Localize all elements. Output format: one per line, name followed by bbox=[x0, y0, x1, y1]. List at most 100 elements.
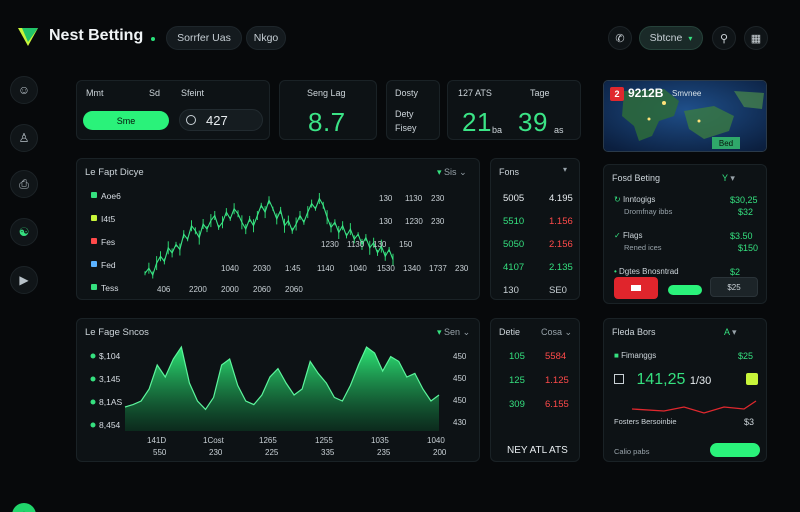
y-tick: 230 bbox=[431, 217, 445, 226]
map-button[interactable]: Bed bbox=[712, 137, 740, 149]
featured-row[interactable]: • Dgtes Bnosntrad bbox=[614, 267, 679, 276]
row-title: Inntogigs bbox=[622, 195, 656, 204]
odds-1-menu-icon[interactable]: ▾ bbox=[563, 165, 568, 174]
featured-red-button[interactable] bbox=[614, 277, 658, 299]
odds-value[interactable]: 5005 bbox=[503, 193, 525, 204]
odds-value[interactable]: 125 bbox=[509, 375, 525, 386]
top-bar: Nest Betting Sorrfer Uas Nkgo ✆ Sbtcne ▾… bbox=[0, 0, 800, 62]
sidebar-home-icon[interactable]: ☺ bbox=[10, 76, 38, 104]
chart-1-filter-label: Sis bbox=[444, 167, 457, 177]
sidebar-user-icon[interactable]: ♙ bbox=[10, 124, 38, 152]
y-tick: 1737 bbox=[429, 264, 447, 273]
x-tick: 1255 bbox=[315, 436, 333, 445]
y-tick: 130 bbox=[379, 217, 393, 226]
odds-price[interactable]: 5584 bbox=[545, 351, 567, 362]
chart-1-filter[interactable]: ▾ Sis ⌄ bbox=[437, 167, 467, 178]
chart-2-filter[interactable]: ▾ Sen ⌄ bbox=[437, 327, 470, 338]
legend-swatch bbox=[91, 238, 97, 244]
sidebar-ticket-icon[interactable]: ▶ bbox=[10, 266, 38, 294]
odds-2-filter[interactable]: Cosa ⌄ bbox=[541, 327, 572, 338]
chart-2-svg: $,104 3,145 8,1AS 8,454 450 450 450 430 141D 1Cos… bbox=[90, 345, 467, 457]
odds-price[interactable]: 2.135 bbox=[549, 262, 573, 273]
odds-2-title: Detie bbox=[499, 327, 521, 337]
legend-swatch bbox=[91, 192, 97, 198]
fleda-footer-button[interactable] bbox=[710, 443, 760, 457]
calendar-icon[interactable] bbox=[746, 373, 758, 385]
x-tick: 1:45 bbox=[285, 264, 301, 273]
x-tick-2: 2200 bbox=[189, 285, 207, 294]
sidebar-print-icon[interactable]: ⎙ bbox=[10, 170, 38, 198]
odds-value[interactable]: 5510 bbox=[503, 216, 525, 227]
stake-card: Mmt Sd Sfeint Sme 427 bbox=[76, 80, 270, 140]
chart-1-title: Le Fapt Dicye bbox=[85, 167, 144, 178]
odds-value[interactable]: 309 bbox=[509, 399, 525, 410]
x-tick: 2030 bbox=[253, 264, 271, 273]
odds-value[interactable]: 4107 bbox=[503, 262, 525, 273]
y-tick: 450 bbox=[453, 374, 467, 383]
stat-2-label: Seng Lag bbox=[307, 88, 346, 98]
y-tick: 1530 bbox=[377, 264, 395, 273]
x-tick: 1040 bbox=[221, 264, 239, 273]
odds-price[interactable]: 1.156 bbox=[549, 216, 573, 227]
featured-small-button[interactable]: $25 bbox=[710, 277, 758, 297]
y-tick: 130 bbox=[373, 240, 387, 249]
y-tick: 230 bbox=[455, 264, 469, 273]
featured-filter[interactable]: Y ▾ bbox=[722, 173, 735, 184]
nav-pill-3[interactable]: Sbtcne ▾ bbox=[639, 26, 703, 50]
box-icon bbox=[614, 374, 624, 384]
filter-icon: ▾ bbox=[437, 167, 442, 177]
map-title: 9212B bbox=[628, 86, 664, 100]
label-dot bbox=[90, 422, 96, 428]
y-tick: 450 bbox=[453, 396, 467, 405]
odds-price[interactable]: 1.125 bbox=[545, 375, 569, 386]
chart-2-filter-label: Sen bbox=[444, 327, 461, 337]
stake-label: Mmt bbox=[86, 88, 104, 98]
fleda-footer: Calio pabs bbox=[614, 447, 650, 456]
chevron-down-icon: ⌄ bbox=[459, 167, 467, 177]
stat-card-2: Seng Lag 8.7 bbox=[279, 80, 377, 140]
sidebar-wallet-icon[interactable]: ☯ bbox=[10, 218, 38, 246]
featured-green-button[interactable] bbox=[668, 285, 702, 295]
map-card[interactable]: 2 9212B Smvnee Bed bbox=[603, 80, 767, 152]
featured-row[interactable]: ✓ Flags bbox=[614, 231, 643, 240]
stat-2-value: 8.7 bbox=[308, 107, 346, 137]
sidebar: ☺ ♙ ⎙ ☯ ▶ + bbox=[0, 62, 48, 512]
x-tick: 1265 bbox=[259, 436, 277, 445]
stat-4-sub-2: as bbox=[554, 125, 564, 135]
area-label: 8,454 bbox=[99, 420, 121, 430]
stat-4-b: Tage bbox=[530, 88, 550, 98]
stake-input[interactable]: 427 bbox=[179, 109, 263, 131]
row-value-2: $32 bbox=[738, 207, 754, 217]
odds-price[interactable]: 4.195 bbox=[549, 193, 573, 204]
x-tick-2: 225 bbox=[265, 448, 279, 457]
odds-price[interactable]: 6.155 bbox=[545, 399, 569, 410]
odds-value[interactable]: 130 bbox=[503, 285, 519, 296]
grid-menu-icon[interactable]: ▦ bbox=[744, 26, 768, 50]
legend-label: Fes bbox=[101, 237, 115, 247]
odds-value[interactable]: 105 bbox=[509, 351, 525, 362]
nav-pill-3-label: Sbtcne bbox=[649, 32, 683, 44]
nav-pill-1[interactable]: Sorrfer Uas bbox=[166, 26, 242, 50]
odds-price[interactable]: SE0 bbox=[549, 285, 567, 296]
add-button[interactable]: + bbox=[12, 503, 36, 512]
search-icon[interactable]: ⚲ bbox=[712, 26, 736, 50]
nav-pill-2[interactable]: Nkgo bbox=[246, 26, 286, 50]
x-tick: 1140 bbox=[317, 264, 335, 273]
featured-row[interactable]: ↻ Inntogigs bbox=[614, 195, 655, 204]
stat-4-sub-1: ba bbox=[492, 125, 503, 135]
row-status-icon: ✓ bbox=[614, 231, 623, 240]
y-tick: 1230 bbox=[321, 240, 339, 249]
phone-icon[interactable]: ✆ bbox=[608, 26, 632, 50]
brand-name: Nest Betting bbox=[49, 27, 144, 44]
fleda-filter[interactable]: A ▾ bbox=[724, 327, 737, 338]
odds-value[interactable]: 5050 bbox=[503, 239, 525, 250]
area-line bbox=[124, 345, 440, 411]
row-title: Flags bbox=[622, 231, 643, 240]
row-value-1: $30,25 bbox=[730, 195, 758, 205]
odds-price[interactable]: 2.156 bbox=[549, 239, 573, 250]
x-tick-2: 406 bbox=[157, 285, 171, 294]
y-tick: 1340 bbox=[403, 264, 421, 273]
chevron-down-icon: ▾ bbox=[732, 327, 737, 337]
x-tick-2: 2060 bbox=[285, 285, 303, 294]
stake-button[interactable]: Sme bbox=[83, 111, 169, 130]
